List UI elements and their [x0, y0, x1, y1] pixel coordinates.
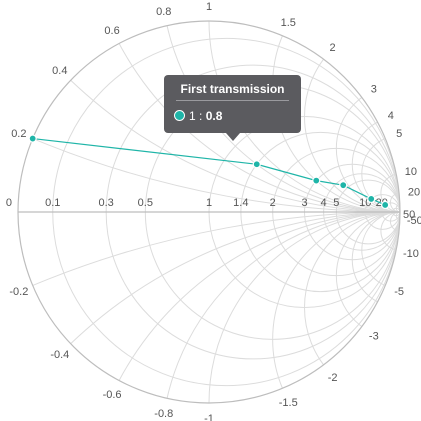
reactance-label: -0.2 — [9, 286, 28, 298]
tooltip: First transmission 1 : 0.8 — [164, 75, 301, 141]
tooltip-marker-icon — [174, 110, 185, 121]
reactance-arc — [208, 211, 400, 403]
reactance-arc — [335, 84, 400, 213]
resistance-label: 3 — [301, 197, 307, 209]
reactance-label: -0.8 — [154, 408, 173, 420]
tooltip-row: 1 : 0.8 — [174, 109, 222, 123]
series-point-4[interactable] — [367, 194, 376, 204]
series-point-3[interactable] — [339, 181, 348, 190]
reactance-label: 3 — [371, 83, 377, 95]
resistance-label: 1.4 — [233, 197, 248, 209]
reactance-label: 0.8 — [156, 6, 171, 18]
reactance-label: -0.4 — [50, 349, 69, 361]
resistance-label: 1 — [206, 197, 212, 209]
reactance-label: 5 — [396, 128, 402, 140]
reactance-label: -2 — [328, 372, 338, 384]
resistance-label: 2 — [270, 197, 276, 209]
reactance-label: -3 — [369, 331, 379, 343]
reactance-label: 0.6 — [104, 25, 119, 37]
reactance-arc — [389, 192, 400, 213]
series-point-1[interactable] — [252, 160, 261, 169]
reactance-arc — [304, 21, 400, 213]
resistance-label: 0.5 — [138, 197, 153, 209]
reactance-label: 1 — [206, 1, 212, 13]
reactance-label: 20 — [408, 186, 420, 198]
reactance-label: -1.5 — [279, 397, 298, 409]
reactance-arc — [351, 116, 400, 213]
reactance-label: 2 — [330, 42, 336, 54]
resistance-label: 0.3 — [99, 197, 114, 209]
series-point-2[interactable] — [312, 176, 321, 185]
tooltip-title: First transmission — [180, 82, 285, 96]
reactance-label: 0.4 — [52, 65, 67, 77]
reactance-label: 1.5 — [281, 17, 296, 29]
resistance-label: 0.1 — [45, 197, 60, 209]
tooltip-point-label: 1 — [189, 109, 196, 123]
resistance-label: 5 — [333, 197, 339, 209]
reactance-arc — [18, 211, 400, 403]
reactance-arc — [389, 211, 400, 232]
reactance-label: -1 — [204, 413, 214, 421]
reactance-arc — [351, 211, 400, 308]
resistance-label: 50 — [403, 209, 415, 221]
reactance-arc — [304, 211, 400, 403]
reactance-label: -5 — [394, 286, 404, 298]
tooltip-divider — [176, 100, 289, 101]
series-point-0[interactable] — [28, 134, 37, 143]
reactance-label: -10 — [403, 248, 419, 260]
reactance-label: 4 — [388, 110, 394, 122]
tooltip-separator: : — [195, 109, 206, 123]
smith-axis-labels: 00.10.30.511.423451020500.20.40.60.811.5… — [6, 1, 421, 421]
reactance-arc — [335, 211, 400, 340]
resistance-label: 0 — [6, 197, 12, 209]
tooltip-value: 0.8 — [205, 109, 223, 123]
reactance-label: -0.6 — [103, 389, 122, 401]
outer-circle — [17, 20, 401, 404]
resistance-label: 4 — [321, 197, 327, 209]
reactance-label: -50 — [407, 215, 421, 227]
reactance-label: 10 — [405, 166, 417, 178]
reactance-label: 0.2 — [11, 128, 26, 140]
series-first-transmission[interactable] — [28, 134, 390, 210]
series-point-5[interactable] — [381, 200, 390, 210]
reactance-arc — [18, 211, 400, 403]
